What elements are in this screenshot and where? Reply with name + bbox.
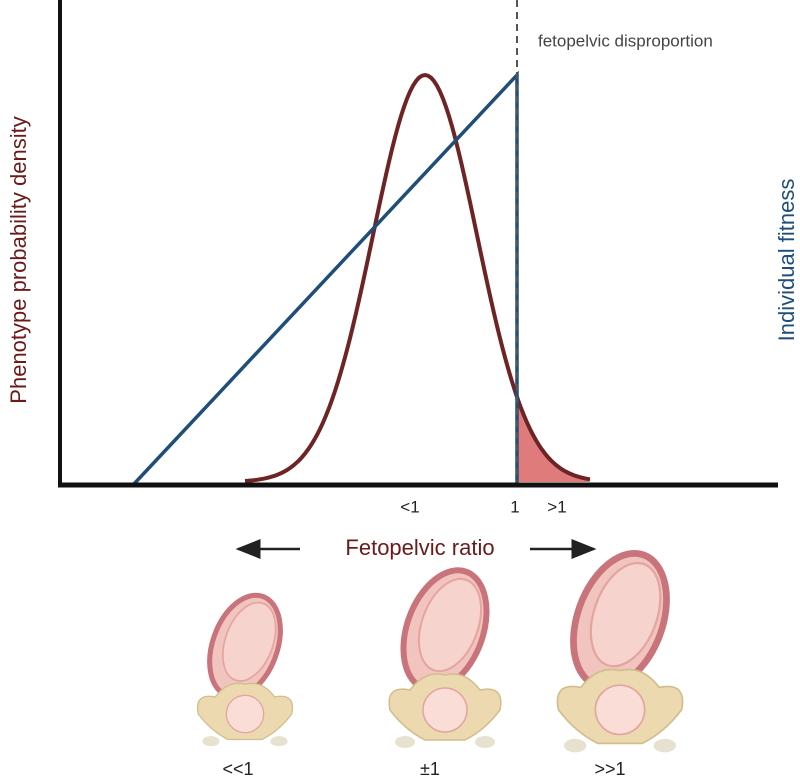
y-label-left: Phenotype probability density — [6, 116, 31, 403]
x-label: Fetopelvic ratio — [345, 535, 494, 560]
disproportion-area — [517, 396, 590, 482]
x-tick-label: >1 — [547, 497, 566, 516]
x-tick-label: 1 — [510, 497, 519, 516]
density-curve — [244, 72, 591, 483]
x-tick-label: <1 — [400, 497, 419, 516]
fitness-line — [131, 70, 519, 487]
illustration-label: <<1 — [222, 759, 253, 779]
illustration-label: ±1 — [420, 759, 440, 779]
illustration-label: >>1 — [594, 759, 625, 779]
illustration — [197, 585, 294, 746]
y-label-right: Individual fitness — [774, 179, 799, 342]
illustration — [388, 559, 502, 748]
illustration — [556, 540, 683, 752]
annotation: fetopelvic disproportion — [538, 31, 713, 50]
